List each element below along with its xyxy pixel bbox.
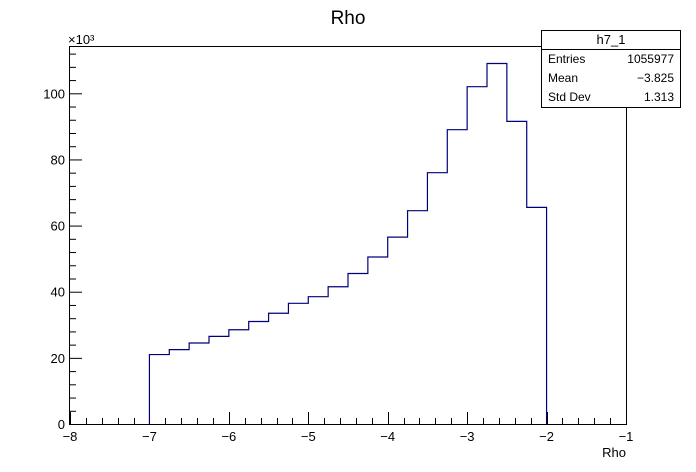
x-tick-label: −2 xyxy=(539,429,554,444)
histogram-bin xyxy=(149,355,169,424)
stats-histogram-name: h7_1 xyxy=(542,31,680,50)
x-axis-label: Rho xyxy=(602,445,626,460)
histogram-bin xyxy=(487,64,507,424)
y-tick-label: 60 xyxy=(51,219,65,234)
x-tick-label: −3 xyxy=(460,429,475,444)
histogram-bin xyxy=(229,330,249,424)
histogram-bin xyxy=(527,207,547,424)
histogram-bin xyxy=(209,336,229,424)
x-tick-label: −6 xyxy=(221,429,236,444)
x-tick-label: −5 xyxy=(301,429,316,444)
y-tick-label: 100 xyxy=(43,86,65,101)
histogram-bin xyxy=(328,287,348,424)
stats-row-mean: Mean −3.825 xyxy=(542,69,680,88)
histogram-bin xyxy=(388,237,408,424)
x-tick-label: −8 xyxy=(63,429,78,444)
y-tick-label: 0 xyxy=(58,417,65,432)
histogram-bin xyxy=(467,87,487,424)
x-tick-label: −7 xyxy=(142,429,157,444)
histogram-bin xyxy=(249,321,269,424)
histogram-bin xyxy=(288,303,308,424)
stats-row-entries: Entries 1055977 xyxy=(542,50,680,69)
y-axis: 0 20 40 60 80 100 xyxy=(43,53,82,432)
stats-mean-label: Mean xyxy=(548,71,579,85)
plot-frame xyxy=(69,46,627,425)
stats-stddev-value: 1.313 xyxy=(643,90,674,104)
histogram-bin xyxy=(507,121,527,424)
chart-title: Rho xyxy=(331,8,366,29)
x-tick-label: −4 xyxy=(380,429,395,444)
histogram-bin xyxy=(189,343,209,424)
y-tick-label: 20 xyxy=(51,351,65,366)
histogram-bin xyxy=(447,130,467,424)
histogram-bin xyxy=(169,350,189,424)
histogram-bin xyxy=(368,257,388,424)
stats-entries-label: Entries xyxy=(548,52,586,66)
histogram-bins xyxy=(149,64,546,424)
histogram-bin xyxy=(348,274,368,424)
y-tick-label: 40 xyxy=(51,285,65,300)
histogram-bin xyxy=(308,297,328,424)
histogram-series-line xyxy=(148,62,548,424)
histogram-bin xyxy=(427,173,447,424)
histogram-bin xyxy=(408,211,428,424)
stats-mean-value: −3.825 xyxy=(636,71,674,85)
stats-entries-value: 1055977 xyxy=(627,52,674,66)
x-tick-label: −1 xyxy=(619,429,634,444)
histogram-bin xyxy=(269,313,289,424)
stats-row-stddev: Std Dev 1.313 xyxy=(542,88,680,107)
x-axis: −8 −7 −6 −5 −4 −3 −2 −1 xyxy=(63,412,634,444)
stats-stddev-label: Std Dev xyxy=(548,90,591,104)
stats-box: h7_1 Entries 1055977 Mean −3.825 Std Dev… xyxy=(541,30,681,108)
y-multiplier-label: ×10³ xyxy=(68,32,95,47)
y-tick-label: 80 xyxy=(51,152,65,167)
